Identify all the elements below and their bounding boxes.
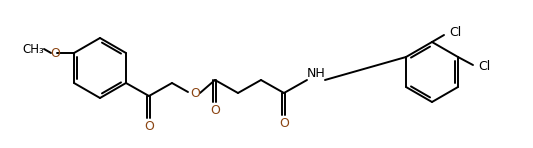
Text: O: O — [50, 46, 60, 59]
Text: Cl: Cl — [478, 61, 490, 74]
Text: O: O — [190, 86, 200, 99]
Text: CH₃: CH₃ — [22, 42, 44, 56]
Text: O: O — [279, 116, 289, 130]
Text: O: O — [144, 119, 154, 132]
Text: NH: NH — [306, 66, 325, 79]
Text: O: O — [210, 103, 220, 116]
Text: Cl: Cl — [449, 25, 461, 38]
